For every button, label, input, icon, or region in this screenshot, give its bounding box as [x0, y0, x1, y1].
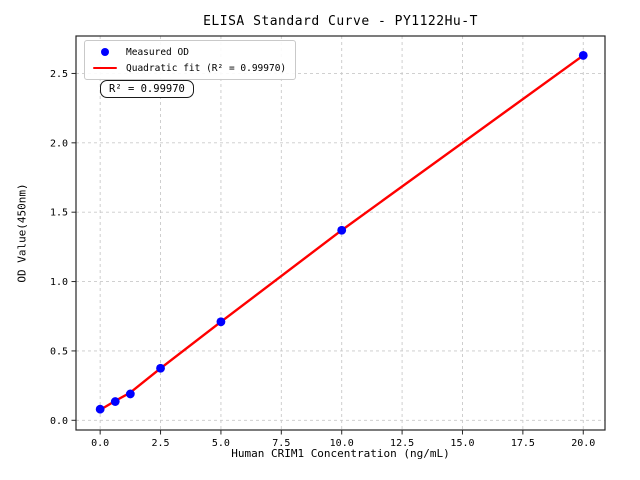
- x-tick-label: 5.0: [212, 438, 230, 449]
- y-tick-label: 0.5: [50, 346, 68, 357]
- y-tick-label: 1.5: [50, 208, 68, 219]
- y-axis-label: OD Value(450nm): [15, 183, 29, 283]
- plot-border: [75, 35, 606, 431]
- legend-item-measured-od: Measured OD: [90, 45, 286, 59]
- chart-title: ELISA Standard Curve - PY1122Hu-T: [203, 14, 478, 29]
- x-tick-label: 12.5: [390, 438, 414, 449]
- data-point: [95, 404, 105, 414]
- x-tick-label: 17.5: [511, 438, 535, 449]
- y-tick-label: 0.0: [50, 416, 68, 427]
- x-tick-label: 0.0: [91, 438, 109, 449]
- data-point: [337, 225, 347, 235]
- data-point: [125, 389, 135, 399]
- legend: Measured OD Quadratic fit (R² = 0.99970): [84, 40, 297, 80]
- legend-label: Measured OD: [126, 46, 189, 58]
- data-point: [216, 317, 226, 327]
- r-squared-annotation: R² = 0.99970: [100, 80, 194, 98]
- legend-label: Quadratic fit (R² = 0.99970): [126, 62, 287, 74]
- x-axis-label: Human CRIM1 Concentration (ng/mL): [231, 447, 450, 460]
- x-tick-label: 10.0: [330, 438, 354, 449]
- scatter-dot-icon: [101, 48, 109, 56]
- y-tick-label: 1.0: [50, 277, 68, 288]
- x-tick-label: 7.5: [272, 438, 290, 449]
- legend-item-quadratic-fit: Quadratic fit (R² = 0.99970): [90, 61, 286, 75]
- fit-line-icon: [93, 66, 117, 70]
- data-point: [578, 51, 588, 60]
- legend-marker-cell: [90, 48, 120, 56]
- y-tick-label: 2.5: [50, 69, 68, 80]
- data-point: [110, 397, 120, 406]
- legend-marker-cell: [90, 66, 120, 70]
- x-tick-label: 15.0: [450, 438, 474, 449]
- data-point: [156, 363, 165, 373]
- y-tick-label: 2.0: [50, 138, 68, 149]
- x-tick-label: 20.0: [571, 438, 595, 449]
- x-tick-label: 2.5: [152, 438, 170, 449]
